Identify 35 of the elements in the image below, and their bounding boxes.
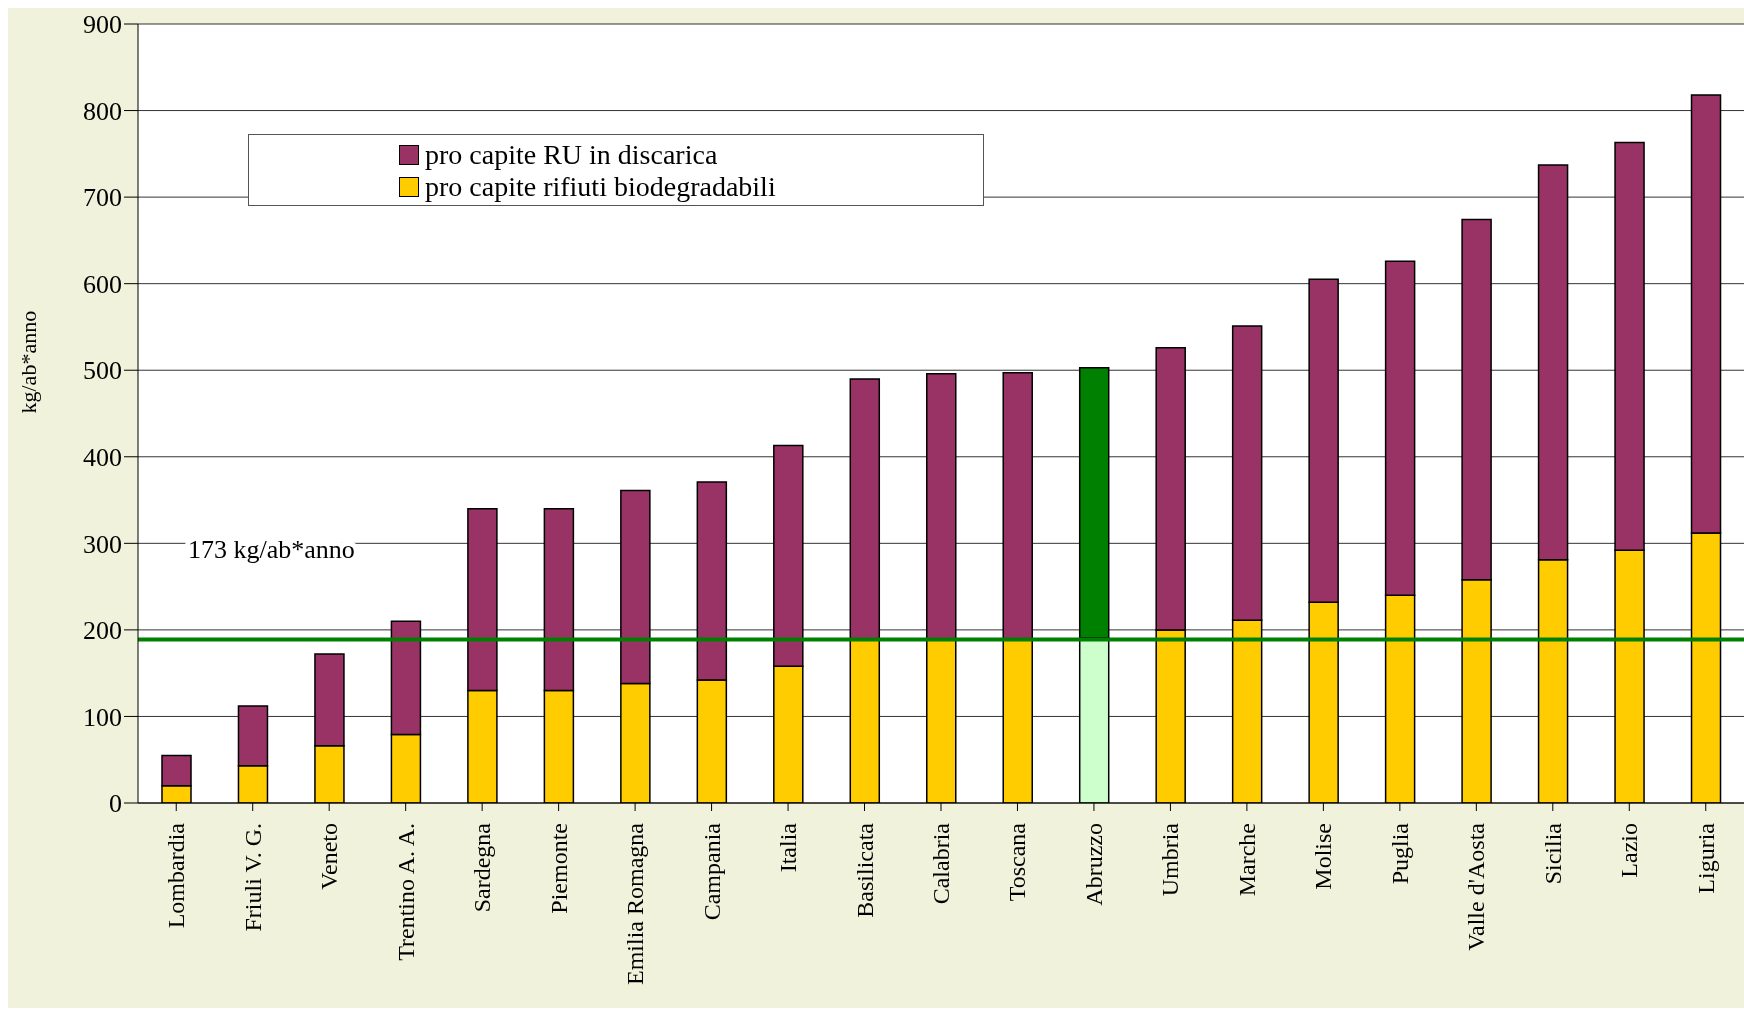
x-tick-label: Campania — [698, 822, 725, 921]
y-tick-label: 600 — [83, 269, 122, 299]
x-tick-label: Umbria — [1157, 822, 1184, 897]
x-tick-label: Italia — [775, 822, 802, 873]
x-tick-label: Puglia — [1386, 822, 1413, 885]
y-tick-label: 500 — [83, 356, 122, 386]
ref-line-label: 173 kg/ab*anno — [188, 534, 355, 564]
y-tick-label: 200 — [83, 616, 122, 646]
x-tick-label: Marche — [1233, 823, 1260, 897]
y-tick-label: 700 — [83, 183, 122, 213]
x-tick-label: Veneto — [316, 823, 343, 890]
y-tick-label: 100 — [83, 702, 122, 732]
x-tick-label: Lombardia — [163, 822, 190, 929]
x-tick-label: Trentino A. A. — [392, 823, 419, 961]
y-tick-label: 300 — [83, 529, 122, 559]
x-tick-label: Molise — [1310, 823, 1337, 890]
x-tick-label: Friuli V. G. — [239, 823, 266, 932]
legend-label: pro capite RU in discarica — [424, 139, 719, 171]
y-tick-label: 400 — [83, 443, 122, 473]
x-tick-label: Piemonte — [545, 823, 572, 914]
x-tick-label: Basilicata — [851, 822, 878, 918]
x-tick-label: Valle d'Aosta — [1463, 822, 1490, 951]
x-tick-label: Toscana — [1004, 822, 1031, 902]
y-tick-label: 900 — [83, 10, 122, 40]
x-tick-label: Abruzzo — [1080, 823, 1107, 906]
y-axis-title: kg/ab*anno — [15, 310, 41, 414]
x-tick-label: Sicilia — [1539, 822, 1566, 885]
y-tick-label: 0 — [109, 789, 122, 819]
x-tick-label: Sardegna — [469, 822, 496, 913]
legend-label: pro capite rifiuti biodegradabili — [424, 171, 777, 203]
x-tick-label: Lazio — [1616, 823, 1643, 878]
x-tick-label: Emilia Romagna — [622, 822, 649, 985]
x-tick-label: Liguria — [1692, 822, 1719, 894]
y-tick-label: 800 — [83, 96, 122, 126]
x-tick-label: Calabria — [928, 822, 954, 905]
